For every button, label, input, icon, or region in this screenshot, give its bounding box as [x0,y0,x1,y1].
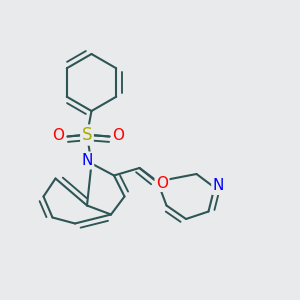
Text: N: N [213,178,224,194]
Text: O: O [52,128,64,142]
Text: N: N [81,153,93,168]
Text: S: S [82,126,92,144]
Text: O: O [156,176,168,190]
Text: O: O [112,128,124,142]
